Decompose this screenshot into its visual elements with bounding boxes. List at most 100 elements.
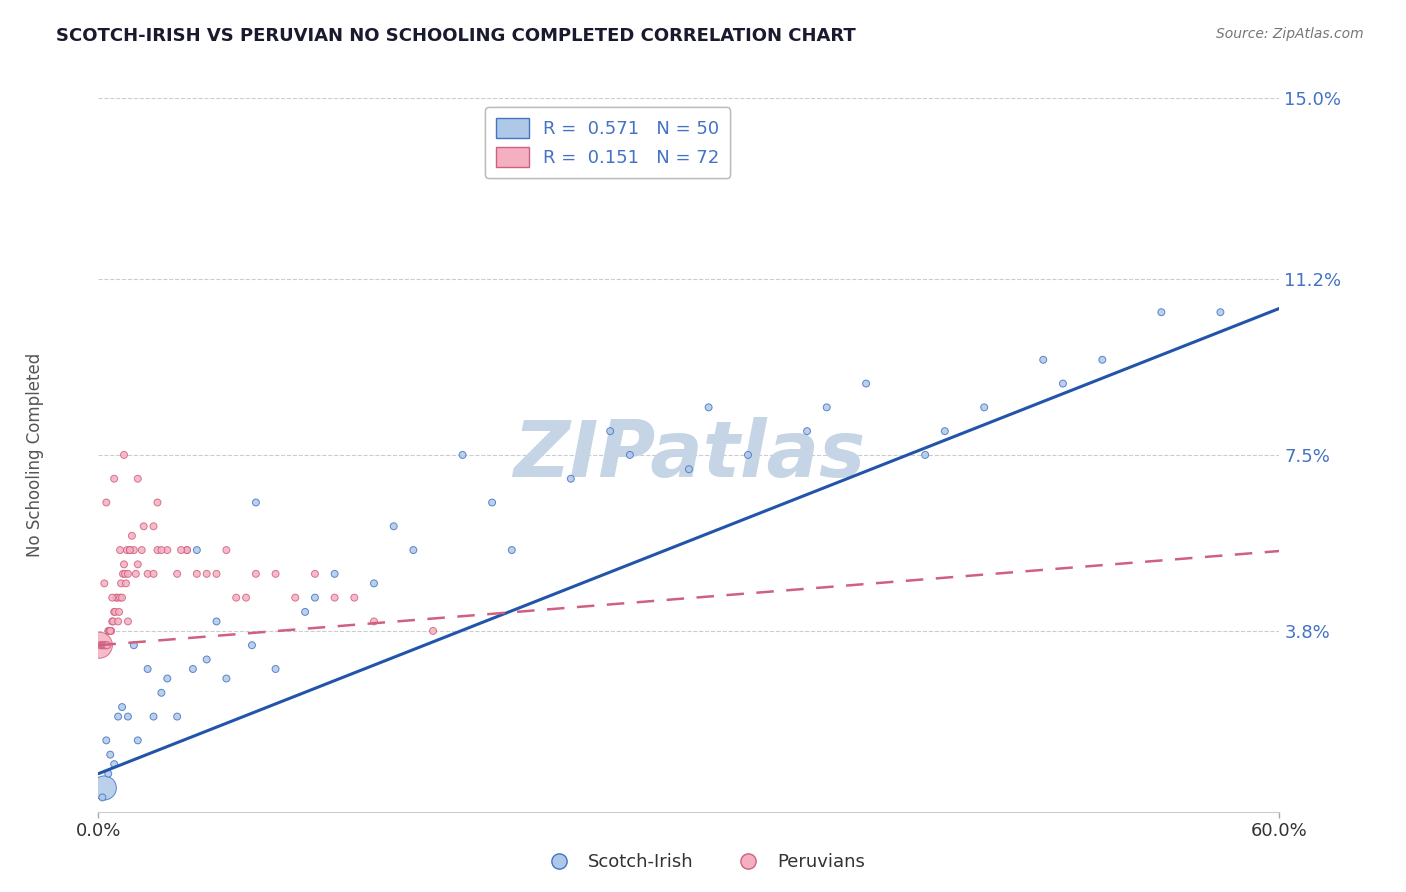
Point [186, 543, 208, 558]
Point [215, 543, 238, 558]
Point [91, 790, 114, 805]
Point [117, 615, 139, 629]
Point [89, 638, 111, 652]
Point [142, 519, 165, 533]
Point [122, 543, 145, 558]
Point [112, 566, 135, 581]
Point [619, 448, 641, 462]
Point [186, 566, 208, 581]
Point [93, 638, 115, 652]
Point [115, 543, 138, 558]
Point [103, 757, 125, 772]
Point [89, 638, 111, 652]
Point [108, 591, 131, 605]
Point [125, 566, 148, 581]
Point [98, 624, 121, 638]
Point [451, 448, 474, 462]
Point [103, 472, 125, 486]
Point [343, 591, 366, 605]
Point [176, 543, 198, 558]
Point [110, 576, 132, 591]
Point [855, 376, 877, 391]
Point [98, 624, 121, 638]
Point [104, 605, 127, 619]
Point [136, 662, 159, 676]
Point [103, 605, 125, 619]
Point [112, 558, 135, 572]
Point [973, 401, 995, 415]
Point [90, 638, 112, 652]
Point [121, 529, 143, 543]
Point [156, 672, 179, 686]
Point [264, 662, 287, 676]
Point [101, 615, 124, 629]
Point [97, 766, 120, 780]
Point [127, 472, 149, 486]
Point [94, 638, 117, 652]
Point [225, 591, 247, 605]
Point [1209, 305, 1232, 319]
Point [96, 638, 118, 652]
Point [796, 424, 818, 438]
Point [1052, 376, 1074, 391]
Point [914, 448, 936, 462]
Point [815, 401, 838, 415]
Point [127, 733, 149, 747]
Point [114, 566, 136, 581]
Point [146, 495, 169, 509]
Point [264, 566, 287, 581]
Point [181, 662, 204, 676]
Point [402, 543, 425, 558]
Point [166, 566, 188, 581]
Point [100, 624, 122, 638]
Point [117, 709, 139, 723]
Point [105, 591, 128, 605]
Point [93, 576, 115, 591]
Point [304, 591, 326, 605]
Point [205, 566, 228, 581]
Point [176, 543, 198, 558]
Point [323, 591, 346, 605]
Point [363, 576, 385, 591]
Point [195, 566, 218, 581]
Point [132, 519, 155, 533]
Point [245, 566, 267, 581]
Point [118, 543, 141, 558]
Point [934, 424, 956, 438]
Point [422, 624, 444, 638]
Point [240, 638, 263, 652]
Point [96, 638, 118, 652]
Text: No Schooling Completed: No Schooling Completed [27, 353, 44, 557]
Point [111, 700, 134, 714]
Text: SCOTCH-IRISH VS PERUVIAN NO SCHOOLING COMPLETED CORRELATION CHART: SCOTCH-IRISH VS PERUVIAN NO SCHOOLING CO… [56, 27, 856, 45]
Point [1032, 352, 1054, 367]
Point [284, 591, 307, 605]
Point [93, 780, 115, 795]
Point [304, 566, 326, 581]
Point [111, 591, 134, 605]
Point [150, 686, 173, 700]
Point [97, 624, 120, 638]
Text: ZIPatlas: ZIPatlas [513, 417, 865, 493]
Point [481, 495, 503, 509]
Point [245, 495, 267, 509]
Point [96, 733, 118, 747]
Point [107, 615, 129, 629]
Point [560, 472, 582, 486]
Point [117, 566, 139, 581]
Point [118, 543, 141, 558]
Point [1150, 305, 1173, 319]
Point [501, 543, 523, 558]
Point [108, 605, 131, 619]
Point [105, 591, 128, 605]
Point [112, 448, 135, 462]
Point [107, 709, 129, 723]
Point [142, 709, 165, 723]
Point [323, 566, 346, 581]
Point [127, 558, 149, 572]
Point [103, 615, 124, 629]
Legend: Scotch-Irish, Peruvians: Scotch-Irish, Peruvians [534, 847, 872, 879]
Legend: R =  0.571   N = 50, R =  0.151   N = 72: R = 0.571 N = 50, R = 0.151 N = 72 [485, 107, 730, 178]
Point [122, 638, 145, 652]
Point [136, 566, 159, 581]
